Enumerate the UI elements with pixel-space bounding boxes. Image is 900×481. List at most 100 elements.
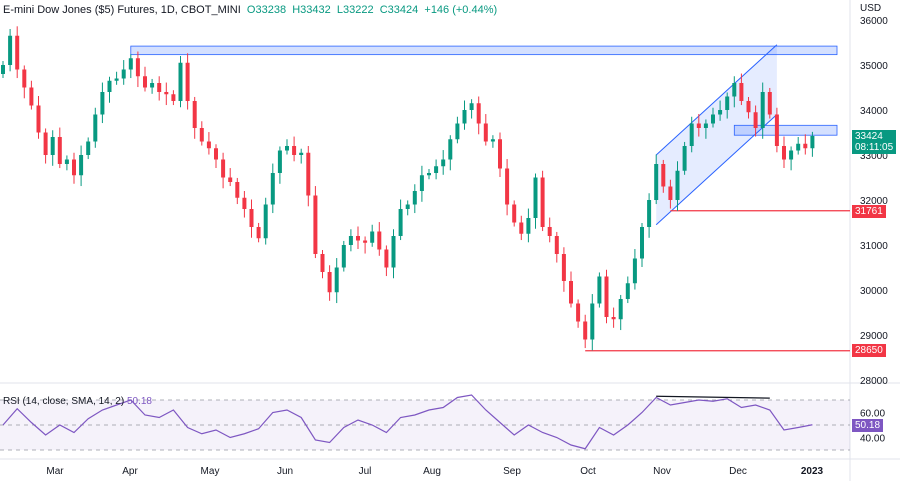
candle-body [490,139,495,142]
last-price-value: 33424 [855,131,883,142]
rsi-legend: RSI (14, close, SMA, 14, 2) 50.18 [3,396,152,407]
candle-body [157,83,162,92]
candle-body [242,197,247,209]
candle [57,127,62,169]
candle [554,231,559,263]
candle-body [79,155,84,176]
candle [64,155,69,171]
candle-body [675,170,680,200]
candle [789,146,794,171]
candle [164,82,169,106]
candle-body [306,152,311,196]
candle-body [121,69,126,79]
time-tick: Apr [122,466,138,477]
rsi-line [2,394,813,450]
time-tick: Jul [359,466,372,477]
candle-body [533,177,538,218]
candle [703,119,708,139]
channel-fill [656,44,777,225]
candle-body [725,96,730,110]
candle [270,163,275,214]
candle [356,226,360,250]
candle-body [235,182,240,198]
candle-body [178,62,183,101]
candle-body [86,141,91,155]
candle [725,92,730,119]
candle [782,136,786,169]
candle [292,136,297,162]
candle-body [334,267,339,293]
time-tick: Mar [46,466,64,477]
candle [185,53,190,110]
candle-body [221,159,226,178]
candle-body [796,143,801,151]
candle-body [448,139,453,160]
candle-body [72,159,76,176]
candle-body [753,112,758,128]
candle [100,82,105,124]
candle [590,294,595,351]
candle-body [455,123,460,140]
candle-body [107,80,112,92]
candle-body [718,110,723,115]
resistance-zone [130,45,838,56]
candle [327,265,332,301]
candle [405,200,410,216]
symbol-legend: E-mini Dow Jones ($5) Futures, 1D, CBOT_… [3,4,497,16]
candle-body [810,135,815,149]
time-tick: Nov [653,466,671,477]
candle-body [348,236,353,245]
candle-body [647,200,652,227]
candle [661,159,666,193]
candle-body [398,209,403,236]
price-tick: 29000 [860,331,888,342]
candle-body [640,227,644,259]
candle-body [597,276,602,304]
candle [682,141,687,175]
rsi-legend-value: 50.18 [126,396,152,407]
ohlc-high: H33432 [292,4,331,16]
candle-body [320,254,325,272]
candle [767,87,772,119]
candle-body [689,123,694,146]
currency-label: USD [860,3,881,14]
candle-body [611,317,616,320]
candle [15,26,20,79]
candle-body [270,173,275,205]
candle [711,107,715,128]
candle [285,139,289,155]
candle [36,96,41,139]
candle [441,150,446,175]
candle-body [22,69,27,88]
candle [29,80,34,110]
time-tick: 2023 [801,466,824,477]
candle [256,222,261,243]
ohlc-low: L33222 [336,4,374,16]
candle [476,96,481,135]
candle-body [569,281,573,304]
candle [143,66,147,92]
candle-body [711,114,715,124]
candle-body [625,283,630,299]
candle [157,76,162,101]
time-tick: Dec [729,466,747,477]
candle [796,137,801,155]
candle-body [249,209,254,227]
candle-body [206,141,211,149]
candle-body [561,254,566,281]
candle-body [1,65,5,74]
candle [377,222,382,256]
price-tick: 35000 [860,61,888,72]
candle-body [277,150,282,173]
candle-body [128,58,133,70]
candle [760,82,765,139]
candle-body [583,321,588,340]
candle-body [668,186,673,200]
candle [277,146,282,184]
time-tick: Sep [503,466,521,477]
candle [689,116,694,153]
candle-body [8,35,13,65]
candle [462,100,467,130]
candle [469,99,474,119]
